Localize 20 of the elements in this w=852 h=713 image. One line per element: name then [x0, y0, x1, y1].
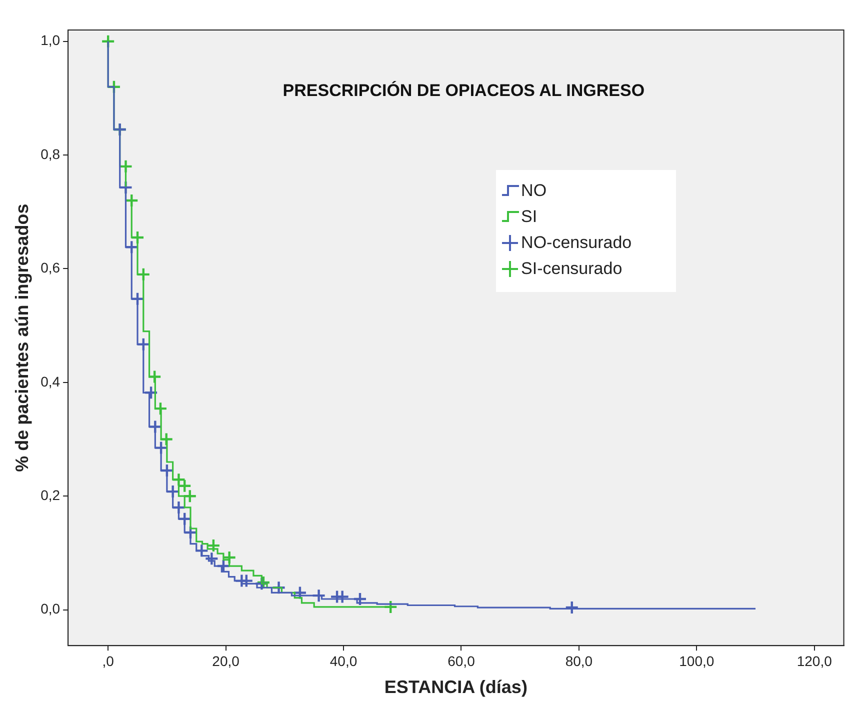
legend-label: SI [521, 207, 538, 227]
y-tick-label: 0,2 [40, 486, 60, 503]
y-tick-label: 0,4 [40, 373, 60, 390]
y-tick-label: 0,0 [40, 600, 60, 617]
legend-label: SI-censurado [521, 259, 622, 279]
x-tick-label: 80,0 [565, 652, 593, 669]
y-tick-label: 0,8 [40, 146, 60, 162]
y-axis-title: % de pacientes aún ingresados [12, 204, 32, 472]
x-tick-label: ,0 [102, 652, 114, 669]
legend-label: NO [521, 181, 547, 201]
x-tick-label: 120,0 [796, 652, 832, 669]
legend-label: NO-censurado [521, 233, 632, 253]
x-axis-title: ESTANCIA (días) [384, 677, 528, 698]
y-tick-label: 0,6 [40, 260, 60, 276]
text: PRESCRIPCIÓN DE OPIACEOS AL INGRESO [282, 80, 645, 100]
x-tick-label: 60,0 [448, 652, 476, 669]
y-tick-label: 1,0 [40, 32, 60, 48]
x-tick-label: 100,0 [679, 652, 714, 669]
x-tick-label: 40,0 [330, 652, 358, 669]
x-tick-label: 20,0 [212, 652, 240, 669]
